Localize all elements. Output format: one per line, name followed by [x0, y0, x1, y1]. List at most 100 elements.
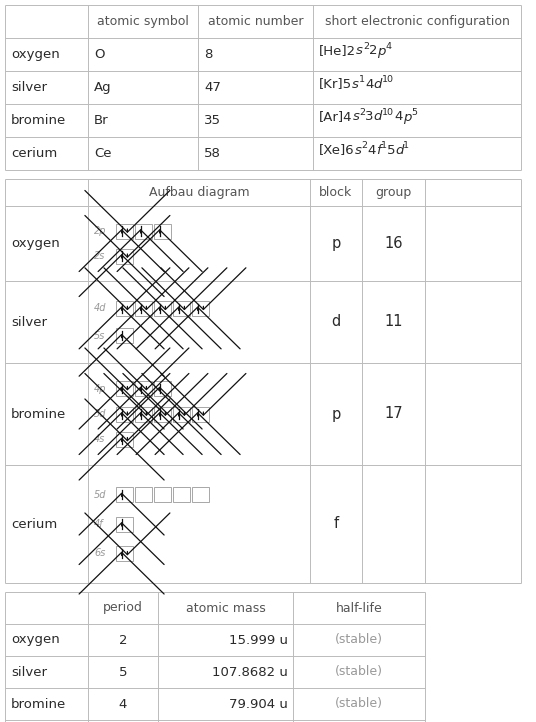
Text: Ce: Ce — [94, 147, 111, 160]
Text: oxygen: oxygen — [11, 237, 59, 250]
Bar — [192, 301, 209, 316]
Text: 1: 1 — [404, 142, 410, 150]
Text: 16: 16 — [384, 236, 403, 251]
Text: 2: 2 — [119, 633, 127, 646]
Text: [Ar]4: [Ar]4 — [319, 110, 353, 123]
Text: p: p — [377, 45, 386, 58]
Bar — [154, 406, 171, 422]
Bar — [116, 329, 133, 343]
Text: 2: 2 — [361, 142, 368, 150]
Bar — [173, 301, 190, 316]
Text: f: f — [333, 516, 339, 531]
Text: period: period — [103, 601, 143, 614]
Bar — [116, 381, 133, 396]
Text: 2: 2 — [359, 108, 366, 117]
Bar — [135, 381, 152, 396]
Bar — [116, 546, 133, 561]
Text: bromine: bromine — [11, 114, 66, 127]
Text: silver: silver — [11, 666, 47, 679]
Bar — [154, 487, 171, 502]
Text: s: s — [353, 110, 359, 123]
Text: 3d: 3d — [94, 409, 107, 419]
Text: atomic symbol: atomic symbol — [97, 15, 189, 28]
Text: 5: 5 — [411, 108, 417, 117]
Text: Aufbau diagram: Aufbau diagram — [148, 186, 249, 199]
Text: silver: silver — [11, 316, 47, 329]
Text: 47: 47 — [204, 81, 221, 94]
Text: O: O — [94, 48, 105, 61]
Text: 2: 2 — [363, 43, 369, 51]
Text: 15.999 u: 15.999 u — [229, 633, 288, 646]
Text: p: p — [331, 236, 340, 251]
Text: 2s: 2s — [94, 251, 106, 261]
Text: 10: 10 — [382, 108, 394, 117]
Text: 5: 5 — [119, 666, 127, 679]
Text: 4: 4 — [394, 110, 403, 123]
Text: silver: silver — [11, 81, 47, 94]
Text: 5: 5 — [386, 144, 395, 157]
Bar — [135, 224, 152, 238]
Text: 4f: 4f — [94, 519, 103, 529]
Text: 11: 11 — [384, 315, 403, 329]
Bar — [116, 248, 133, 264]
Text: 1: 1 — [381, 142, 386, 150]
Text: cerium: cerium — [11, 147, 57, 160]
Bar — [135, 487, 152, 502]
Text: s: s — [355, 144, 361, 157]
Text: oxygen: oxygen — [11, 48, 59, 61]
Text: 79.904 u: 79.904 u — [229, 697, 288, 710]
Bar — [116, 487, 133, 502]
Text: (stable): (stable) — [335, 633, 383, 646]
Bar — [154, 381, 171, 396]
Text: d: d — [374, 77, 382, 90]
Text: 5s: 5s — [94, 331, 106, 341]
Bar — [173, 406, 190, 422]
Text: 2: 2 — [369, 45, 377, 58]
Text: s: s — [352, 77, 359, 90]
Text: s: s — [356, 45, 363, 58]
Text: d: d — [395, 144, 404, 157]
Text: (stable): (stable) — [335, 666, 383, 679]
Bar — [154, 224, 171, 238]
Bar — [135, 301, 152, 316]
Text: 17: 17 — [384, 406, 403, 422]
Text: 4d: 4d — [94, 303, 107, 313]
Text: 6s: 6s — [94, 549, 106, 559]
Bar — [154, 301, 171, 316]
Text: d: d — [331, 315, 340, 329]
Bar — [116, 432, 133, 447]
Text: 3: 3 — [366, 110, 374, 123]
Bar — [116, 516, 133, 531]
Text: 5d: 5d — [94, 490, 107, 500]
Text: bromine: bromine — [11, 697, 66, 710]
Text: Ag: Ag — [94, 81, 111, 94]
Text: 4: 4 — [365, 77, 374, 90]
Text: short electronic configuration: short electronic configuration — [325, 15, 509, 28]
Text: group: group — [375, 186, 412, 199]
Text: [Xe]6: [Xe]6 — [319, 144, 355, 157]
Bar — [173, 487, 190, 502]
Text: 4p: 4p — [94, 383, 107, 393]
Text: 4: 4 — [119, 697, 127, 710]
Text: bromine: bromine — [11, 407, 66, 420]
Text: p: p — [403, 110, 411, 123]
Text: 58: 58 — [204, 147, 221, 160]
Text: p: p — [331, 406, 340, 422]
Text: [Kr]5: [Kr]5 — [319, 77, 352, 90]
Text: d: d — [374, 110, 382, 123]
Text: 10: 10 — [382, 75, 394, 84]
Text: block: block — [319, 186, 353, 199]
Bar — [116, 224, 133, 238]
Text: f: f — [376, 144, 381, 157]
Text: 4s: 4s — [94, 435, 106, 445]
Text: (stable): (stable) — [335, 697, 383, 710]
Bar — [192, 487, 209, 502]
Text: oxygen: oxygen — [11, 633, 59, 646]
Text: half-life: half-life — [336, 601, 382, 614]
Bar — [116, 301, 133, 316]
Text: atomic number: atomic number — [208, 15, 303, 28]
Bar — [192, 406, 209, 422]
Bar — [116, 406, 133, 422]
Text: Br: Br — [94, 114, 109, 127]
Text: 107.8682 u: 107.8682 u — [212, 666, 288, 679]
